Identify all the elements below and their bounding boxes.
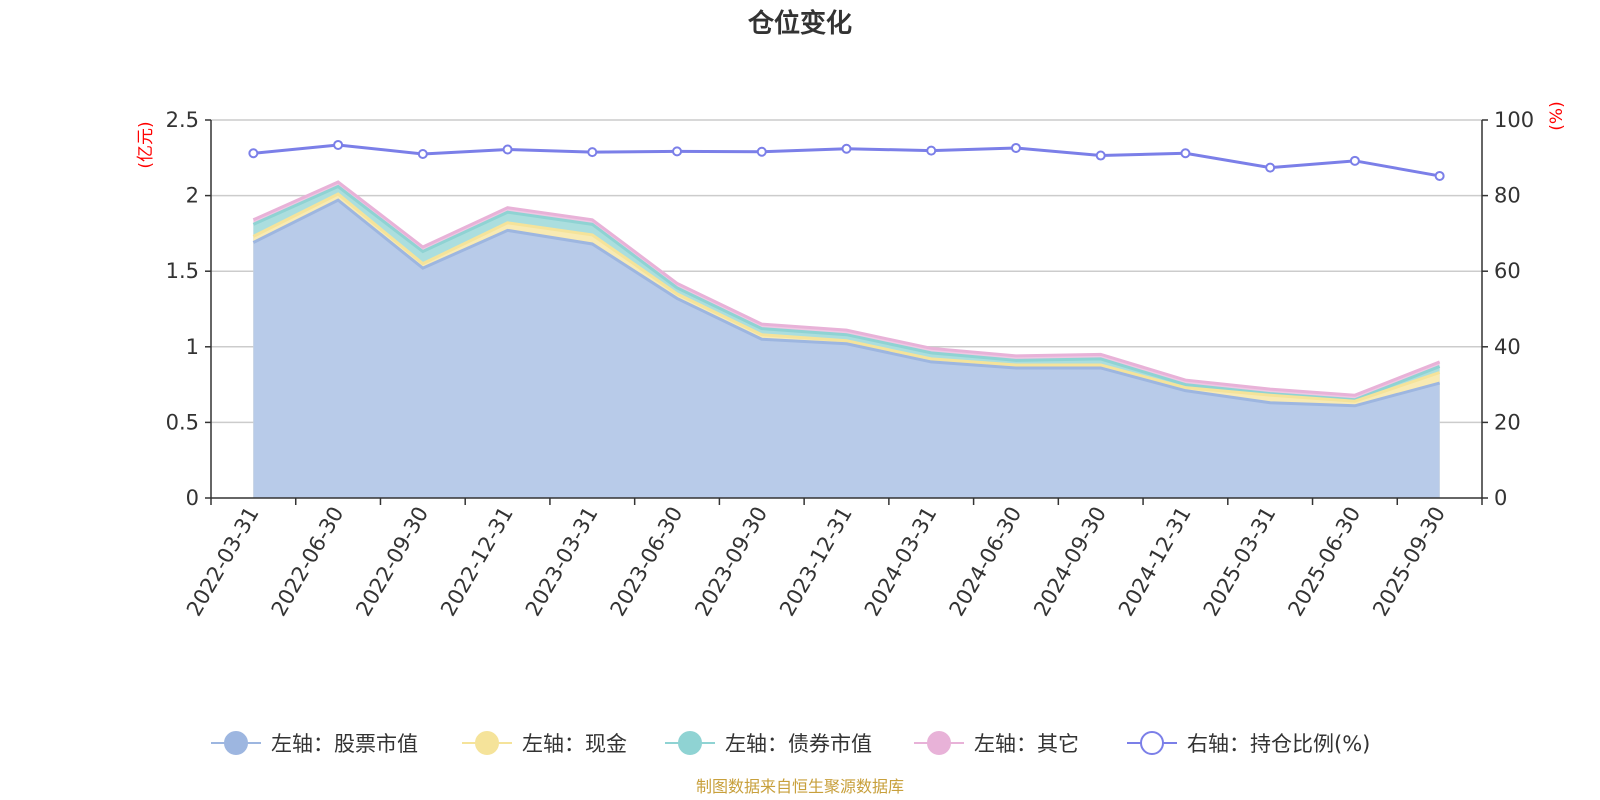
x-tick-label: 2023-03-31 xyxy=(521,503,603,621)
ratio-point xyxy=(672,146,683,157)
legend-marker-icon xyxy=(1140,731,1164,755)
ratio-point xyxy=(333,139,344,150)
area-edge-series-1 xyxy=(252,198,1441,408)
legend-label: 左轴：其它 xyxy=(974,732,1079,756)
ratio-point xyxy=(1349,155,1360,166)
ratio-point xyxy=(756,146,767,157)
ratio-point xyxy=(1010,142,1021,153)
right-tick-label: 0 xyxy=(1494,486,1507,510)
area-edge-series-3 xyxy=(252,184,1441,402)
x-tick-label: 2025-03-31 xyxy=(1199,503,1281,621)
ratio-point xyxy=(1095,150,1106,161)
stacked-areas xyxy=(252,180,1441,499)
left-tick-label: 0.5 xyxy=(166,410,199,434)
legend-marker-icon xyxy=(224,731,248,755)
x-tick-label: 2025-09-30 xyxy=(1368,503,1450,621)
legend-label: 右轴：持仓比例(%) xyxy=(1187,732,1370,756)
ratio-point xyxy=(1434,170,1445,181)
right-tick-label: 100 xyxy=(1494,108,1534,132)
right-tick-label: 60 xyxy=(1494,259,1521,283)
legend-marker-icon xyxy=(475,731,499,755)
left-y-ticks: 0 0.5 1 1.5 2 2.5 xyxy=(166,108,211,510)
right-y-ticks: 0 20 40 60 80 100 xyxy=(1482,108,1534,510)
legend: 左轴：股票市值 左轴：现金 左轴：债券市值 左轴：其它 右轴：持仓比例(%) xyxy=(211,731,1370,756)
ratio-point xyxy=(417,149,428,160)
ratio-point xyxy=(587,147,598,158)
left-tick-label: 2 xyxy=(186,184,199,208)
data-source-note: 制图数据来自恒生聚源数据库 xyxy=(696,777,904,796)
area-edge-series-4 xyxy=(252,180,1441,397)
ratio-point xyxy=(248,148,259,159)
area-series-1 xyxy=(253,200,1440,499)
left-tick-label: 1 xyxy=(186,335,199,359)
x-tick-label: 2022-12-31 xyxy=(436,503,518,621)
right-tick-label: 20 xyxy=(1494,410,1521,434)
right-axis-unit: (%) xyxy=(1547,101,1567,130)
left-tick-label: 2.5 xyxy=(166,108,199,132)
ratio-point xyxy=(926,145,937,156)
ratio-point xyxy=(1180,148,1191,159)
x-tick-label: 2023-09-30 xyxy=(690,503,772,621)
axes xyxy=(210,120,1483,499)
ratio-point xyxy=(841,143,852,154)
x-tick-label: 2022-06-30 xyxy=(267,503,349,621)
x-tick-label: 2025-06-30 xyxy=(1283,503,1365,621)
legend-label: 左轴：现金 xyxy=(522,732,627,756)
x-tick-label: 2024-09-30 xyxy=(1029,503,1111,621)
right-tick-label: 40 xyxy=(1494,335,1521,359)
left-tick-label: 0 xyxy=(186,486,199,510)
x-ticks: 2022-03-31 2022-06-30 2022-09-30 2022-12-31… xyxy=(182,498,1483,621)
legend-label: 左轴：股票市值 xyxy=(271,732,418,756)
left-axis-unit: (亿元) xyxy=(136,121,156,168)
right-tick-label: 80 xyxy=(1494,184,1521,208)
x-tick-label: 2023-06-30 xyxy=(606,503,688,621)
ratio-point xyxy=(502,144,513,155)
x-tick-label: 2024-12-31 xyxy=(1114,503,1196,621)
holding-ratio-line xyxy=(248,139,1445,181)
ratio-point xyxy=(1265,162,1276,173)
legend-marker-icon xyxy=(678,731,702,755)
chart-title: 仓位变化 xyxy=(747,8,852,39)
legend-label: 左轴：债券市值 xyxy=(725,732,872,756)
x-tick-label: 2024-06-30 xyxy=(944,503,1026,621)
x-tick-label: 2024-03-31 xyxy=(860,503,942,621)
left-tick-label: 1.5 xyxy=(166,259,199,283)
x-tick-label: 2022-03-31 xyxy=(182,503,264,621)
area-edge-series-2 xyxy=(252,192,1441,403)
legend-marker-icon xyxy=(927,731,951,755)
x-tick-label: 2023-12-31 xyxy=(775,503,857,621)
x-tick-label: 2022-09-30 xyxy=(351,503,433,621)
